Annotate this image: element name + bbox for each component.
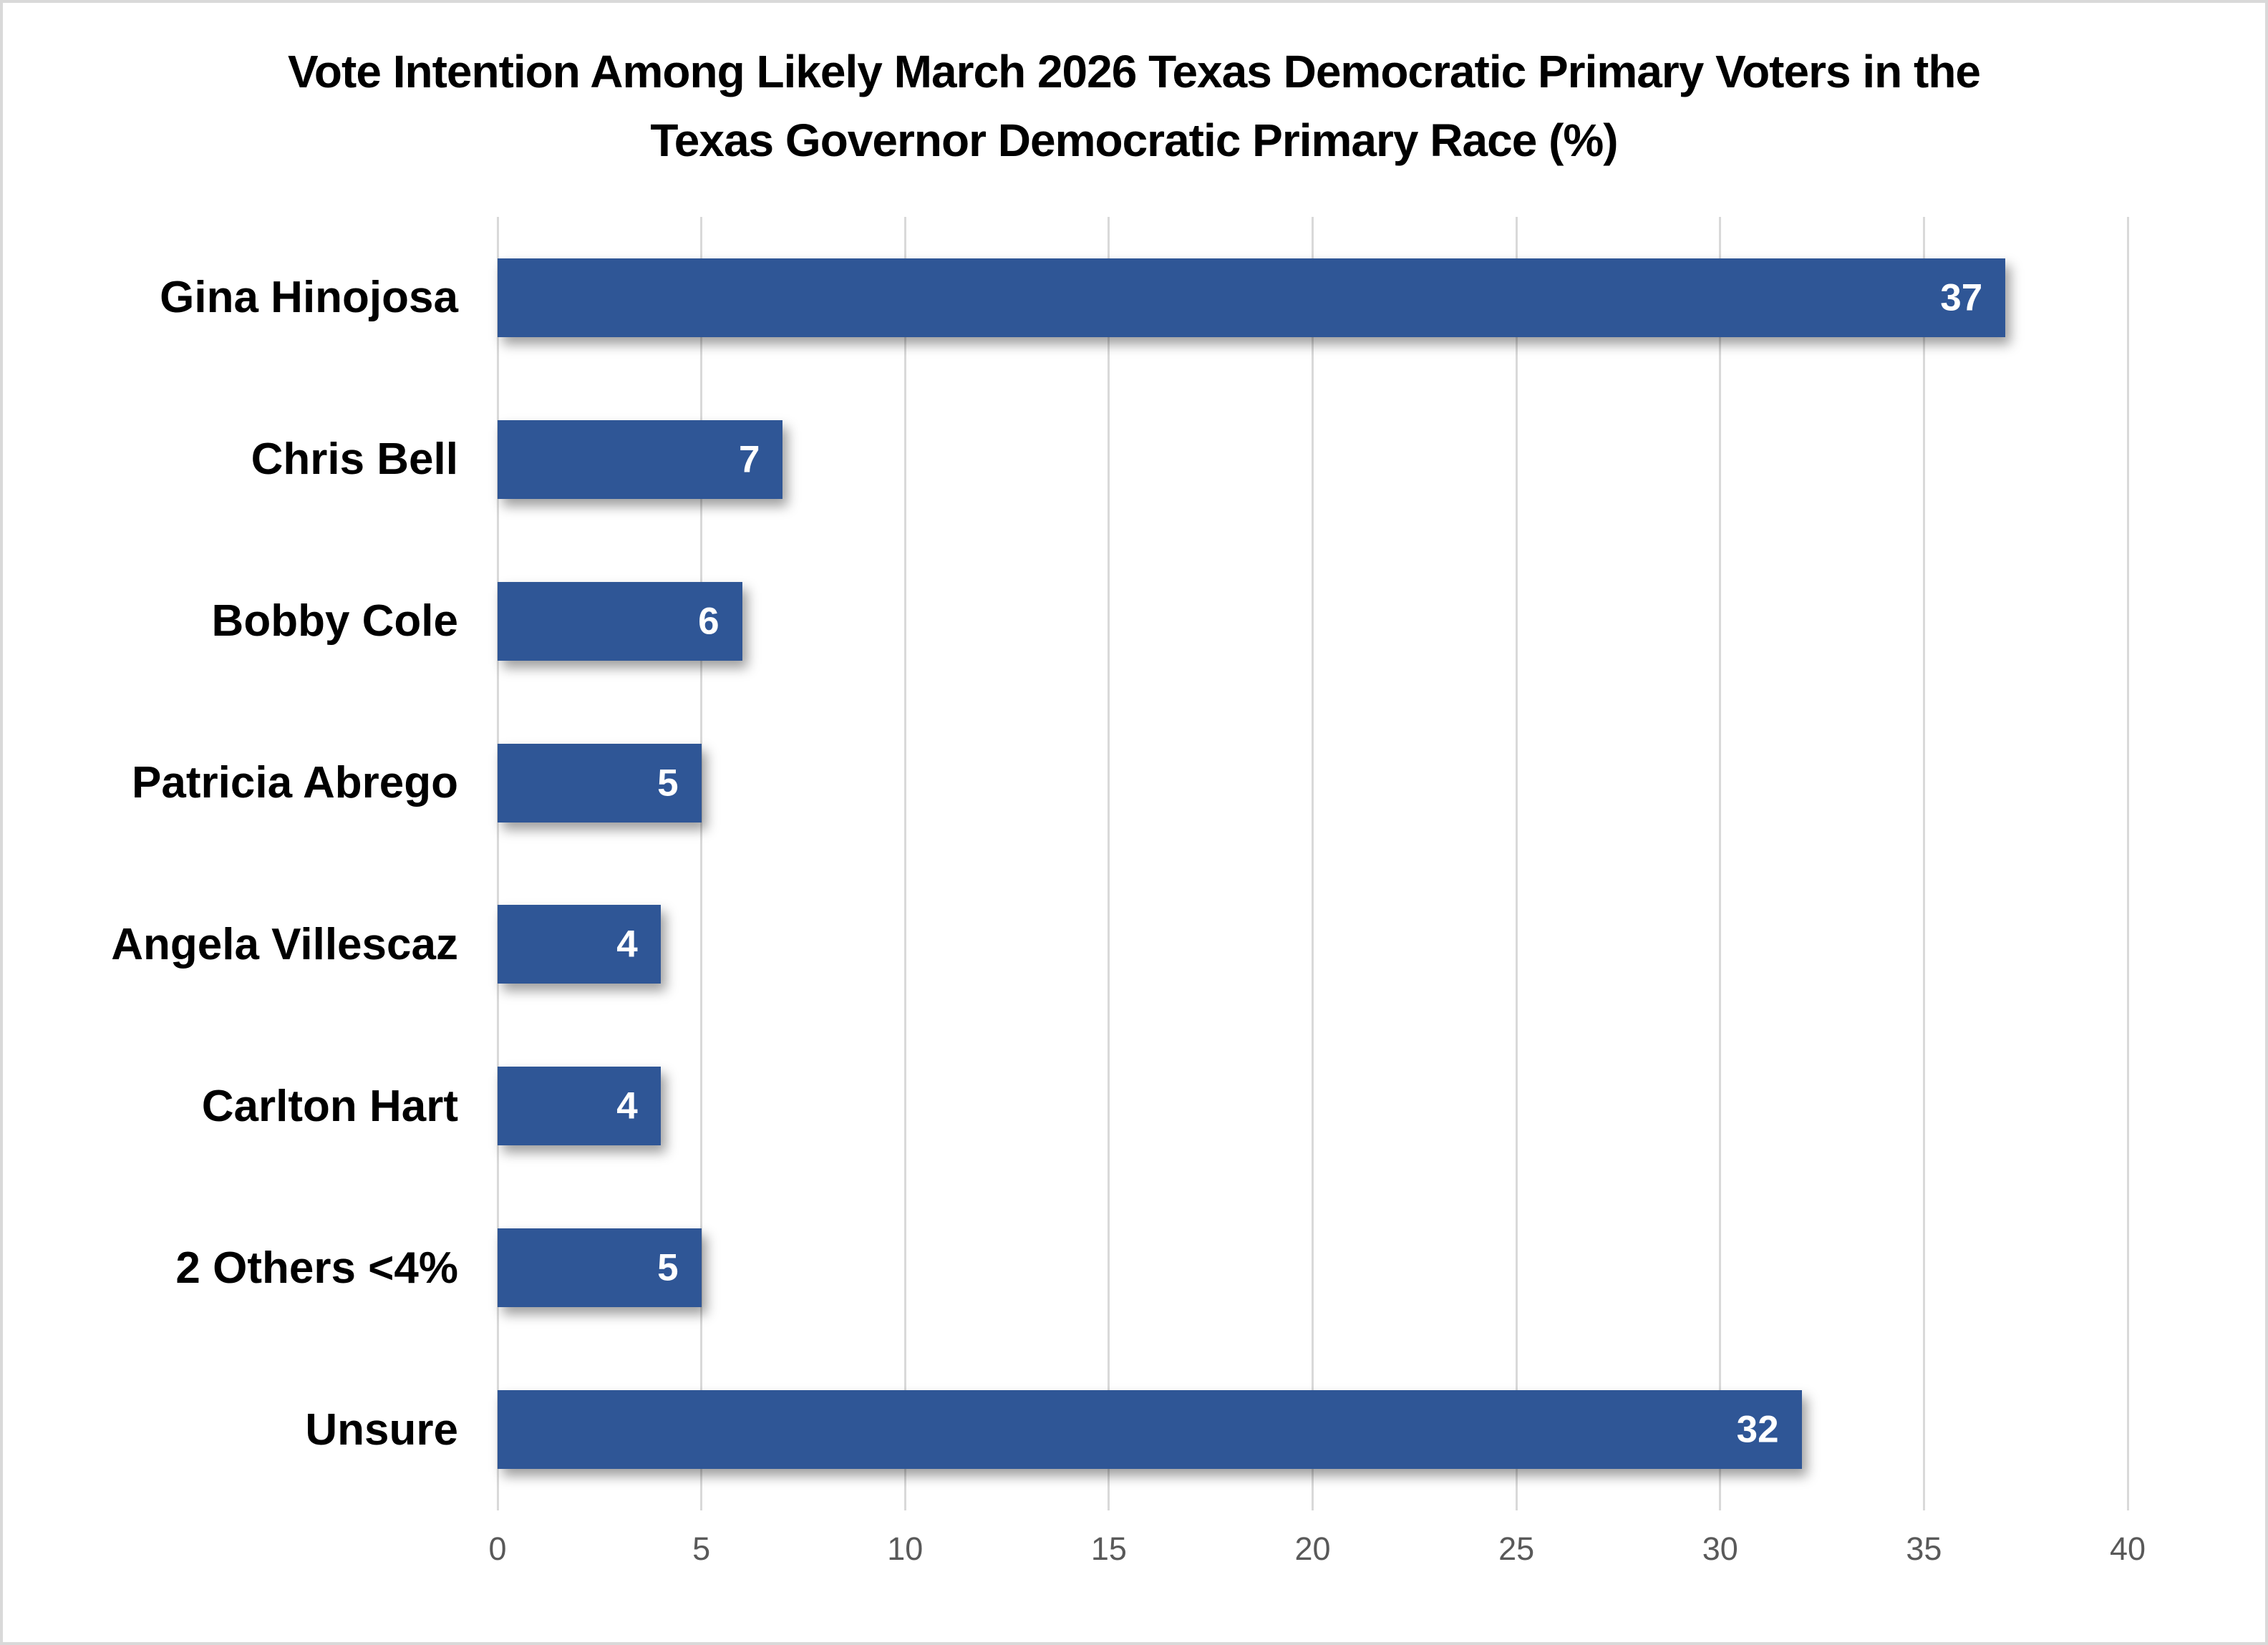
gridline-40 (2126, 217, 2129, 1510)
tick-label-30: 30 (1702, 1530, 1738, 1567)
chart-title-line-2: Texas Governor Democratic Primary Race (… (650, 115, 1618, 166)
value-axis: 0 5 10 15 20 25 30 35 40 (488, 1530, 2146, 1581)
bar-carlton-hart: 4 (498, 1067, 661, 1146)
bar-angela-villescaz: 4 (498, 905, 661, 984)
category-label-carlton-hart: Carlton Hart (201, 1081, 458, 1131)
tick-label-10: 10 (887, 1530, 924, 1567)
bar-bobby-cole: 6 (498, 581, 742, 661)
category-label-angela-villescaz: Angela Villescaz (111, 919, 458, 969)
plot-area: 37 7 6 5 4 4 5 32 (496, 217, 2129, 1510)
gridline-25 (1515, 217, 1518, 1510)
category-label-patricia-abrego: Patricia Abrego (132, 758, 458, 808)
category-label-unsure: Unsure (305, 1404, 458, 1455)
tick-label-40: 40 (2109, 1530, 2146, 1567)
tick-label-25: 25 (1498, 1530, 1535, 1567)
gridline-10 (903, 217, 906, 1510)
chart-title: Vote Intention Among Likely March 2026 T… (0, 37, 2268, 175)
value-label-2-others-4: 5 (657, 1246, 679, 1289)
gridline-30 (1719, 217, 1722, 1510)
bar-2-others-4: 5 (498, 1228, 702, 1308)
value-label-patricia-abrego: 5 (657, 762, 679, 805)
bar-gina-hinojosa: 37 (498, 258, 2006, 337)
value-label-unsure: 32 (1736, 1408, 1779, 1451)
bar-patricia-abrego: 5 (498, 743, 702, 822)
gridline-0 (496, 217, 499, 1510)
chart-title-line-1: Vote Intention Among Likely March 2026 T… (287, 46, 1981, 97)
bar-unsure: 32 (498, 1390, 1802, 1470)
value-label-gina-hinojosa: 37 (1940, 276, 1983, 319)
tick-label-15: 15 (1090, 1530, 1127, 1567)
gridline-5 (700, 217, 703, 1510)
value-label-chris-bell: 7 (738, 438, 760, 481)
value-label-angela-villescaz: 4 (616, 923, 638, 966)
gridline-35 (1922, 217, 1925, 1510)
category-label-chris-bell: Chris Bell (251, 435, 458, 485)
gridline-15 (1108, 217, 1110, 1510)
category-label-bobby-cole: Bobby Cole (211, 596, 458, 646)
value-label-carlton-hart: 4 (616, 1084, 638, 1127)
tick-label-20: 20 (1294, 1530, 1331, 1567)
value-label-bobby-cole: 6 (698, 600, 719, 643)
tick-label-5: 5 (692, 1530, 711, 1567)
gridline-20 (1312, 217, 1314, 1510)
category-axis: Gina Hinojosa Chris Bell Bobby Cole Patrici… (0, 217, 458, 1510)
tick-label-35: 35 (1906, 1530, 1942, 1567)
tick-label-0: 0 (488, 1530, 507, 1567)
category-label-gina-hinojosa: Gina Hinojosa (160, 273, 458, 323)
bar-chris-bell: 7 (498, 419, 783, 499)
category-label-2-others-4: 2 Others <4% (175, 1243, 458, 1293)
